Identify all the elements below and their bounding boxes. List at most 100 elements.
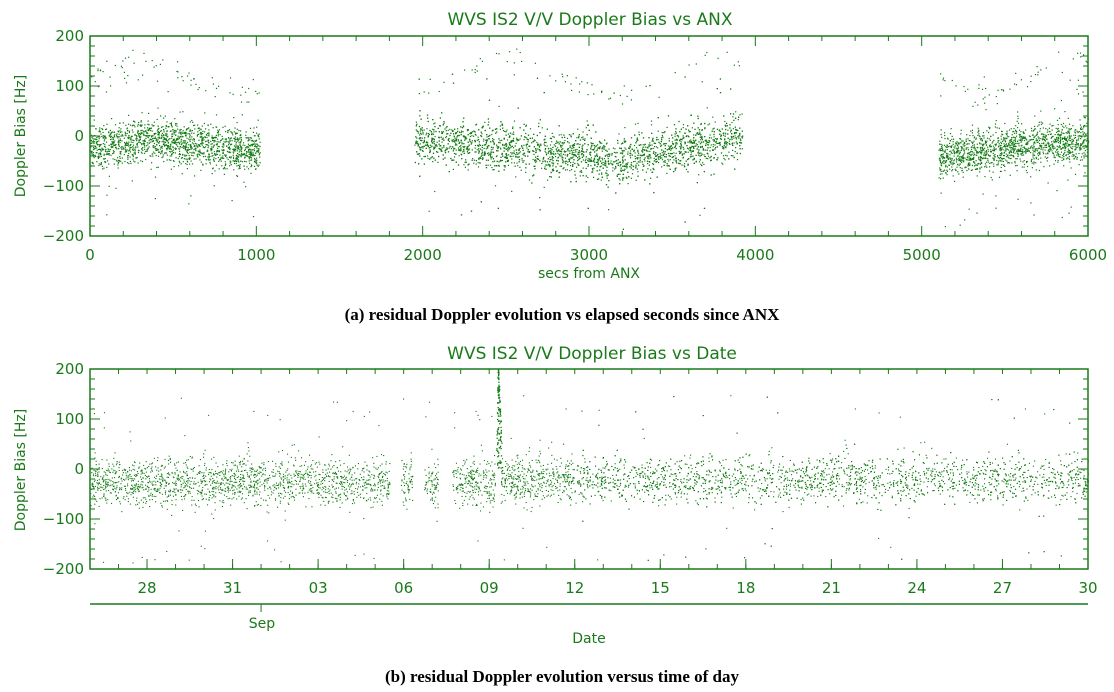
chart-a-point-s2 — [994, 149, 996, 151]
chart-a-point-s0 — [108, 131, 110, 133]
chart-a-point-s2 — [998, 143, 1000, 145]
chart-a-point-s0 — [109, 139, 112, 141]
chart-a-point-s0 — [252, 149, 254, 151]
chart-a-point-s0 — [190, 144, 192, 146]
chart-a-point-s0 — [115, 143, 117, 146]
chart-a-point-s2 — [1010, 151, 1012, 153]
chart-a-point-s1 — [688, 131, 690, 133]
chart-a-point-s0 — [202, 156, 205, 158]
chart-a-point-s0 — [237, 140, 239, 142]
chart-a-point-s0 — [170, 168, 172, 170]
chart-a-point-s0 — [238, 166, 241, 168]
chart-a-point-s1 — [416, 123, 418, 125]
chart-a-point-s0 — [197, 150, 199, 152]
chart-a-point-s1 — [498, 161, 500, 163]
chart-a-point-s1 — [655, 158, 657, 160]
chart-a-point-s1 — [610, 162, 612, 164]
chart-a-point-s1 — [451, 139, 453, 141]
chart-a-point-s1 — [652, 152, 655, 154]
chart-a-point-s1 — [637, 139, 639, 141]
chart-a-point-s1 — [578, 153, 580, 155]
chart-a-point-s1 — [623, 150, 625, 152]
chart-a-point-s1 — [460, 132, 462, 134]
chart-a-point-s0 — [113, 135, 115, 137]
chart-a-point-s2 — [973, 154, 975, 156]
chart-a-point-s1 — [699, 133, 701, 135]
chart-a-point-s1 — [557, 152, 559, 154]
chart-a-point-s1 — [672, 147, 674, 149]
chart-a-point-s1 — [726, 125, 728, 127]
chart-a-point-s0 — [107, 153, 109, 155]
chart-a-point-outlier — [549, 75, 551, 77]
chart-a-point-s0 — [227, 158, 229, 161]
chart-a-point-s1 — [739, 138, 742, 140]
chart-a-point-s0 — [231, 140, 233, 142]
chart-a-point-s1 — [653, 151, 655, 153]
chart-a-point-s2 — [1069, 152, 1071, 154]
chart-a-point-s1 — [448, 171, 450, 173]
chart-a-point-s1 — [605, 165, 607, 167]
chart-a-point-s0 — [121, 134, 123, 136]
chart-a-point-outlier — [674, 72, 676, 74]
chart-a-point-s1 — [630, 137, 633, 139]
chart-a-point-s0 — [182, 111, 184, 113]
chart-a-point-s1 — [582, 138, 584, 140]
chart-a-point-s1 — [506, 129, 508, 131]
chart-a-point-s1 — [623, 170, 625, 172]
chart-a-point-s0 — [140, 120, 142, 122]
chart-a-point-s0 — [169, 148, 171, 150]
chart-a-point-s1 — [512, 131, 515, 133]
chart-a-point-s1 — [583, 151, 585, 153]
chart-a-point-s1 — [680, 144, 682, 146]
chart-a-point-s1 — [511, 141, 513, 143]
chart-a-point-s0 — [193, 145, 195, 148]
chart-a-point-s1 — [624, 168, 626, 170]
chart-a-point-outlier — [240, 101, 243, 103]
chart-a-point-s0 — [250, 137, 252, 139]
chart-a-point-s1 — [735, 132, 737, 134]
chart-a-point-s1 — [554, 153, 557, 155]
chart-a-point-s0 — [99, 148, 101, 150]
chart-a-point-s0 — [194, 175, 196, 177]
chart-a-point-s1 — [661, 157, 663, 159]
chart-a-point-s1 — [593, 161, 596, 163]
chart-a-point-s0 — [104, 158, 106, 160]
chart-a-point-s0 — [157, 148, 159, 150]
chart-a-point-s1 — [579, 139, 582, 141]
chart-a-point-s1 — [567, 161, 569, 163]
chart-a-point-s1 — [598, 146, 601, 148]
chart-a-point-s0 — [258, 145, 260, 147]
chart-a-point-s1 — [442, 137, 444, 139]
chart-a-point-s1 — [448, 138, 450, 140]
chart-a-point-s0 — [174, 142, 176, 144]
chart-a-point-s1 — [642, 151, 644, 153]
chart-a-point-s0 — [128, 131, 130, 134]
chart-a-point-s2 — [1060, 99, 1062, 102]
chart-a-point-s1 — [430, 157, 432, 159]
chart-a-point-s0 — [149, 138, 151, 140]
chart-a-point-s0 — [236, 165, 238, 167]
chart-a-point-s1 — [435, 144, 437, 146]
chart-a-point-s0 — [173, 160, 175, 162]
chart-a-point-s0 — [183, 147, 185, 149]
chart-a-point-s0 — [124, 145, 126, 147]
chart-a-point-s0 — [207, 156, 209, 158]
chart-a-point-s1 — [623, 138, 625, 140]
chart-a-point-s0 — [231, 132, 233, 134]
chart-a-point-s0 — [254, 154, 256, 156]
chart-a-point-s0 — [253, 143, 255, 146]
chart-a-point-s1 — [597, 162, 599, 164]
chart-a-point-s1 — [704, 155, 706, 158]
chart-a-point-s0 — [188, 127, 190, 129]
chart-a-point-s0 — [240, 152, 243, 154]
chart-a-point-s1 — [669, 155, 671, 157]
chart-a-point-s1 — [487, 154, 490, 156]
chart-a-point-s1 — [447, 133, 449, 135]
chart-a-point-s1 — [614, 148, 616, 150]
chart-a-point-s0 — [139, 142, 141, 144]
chart-a-point-s1 — [428, 146, 430, 149]
chart-a-point-s0 — [126, 144, 129, 146]
chart-a-point-s1 — [476, 149, 478, 151]
chart-a-point-s1 — [419, 134, 421, 136]
chart-a-point-s0 — [101, 135, 103, 138]
